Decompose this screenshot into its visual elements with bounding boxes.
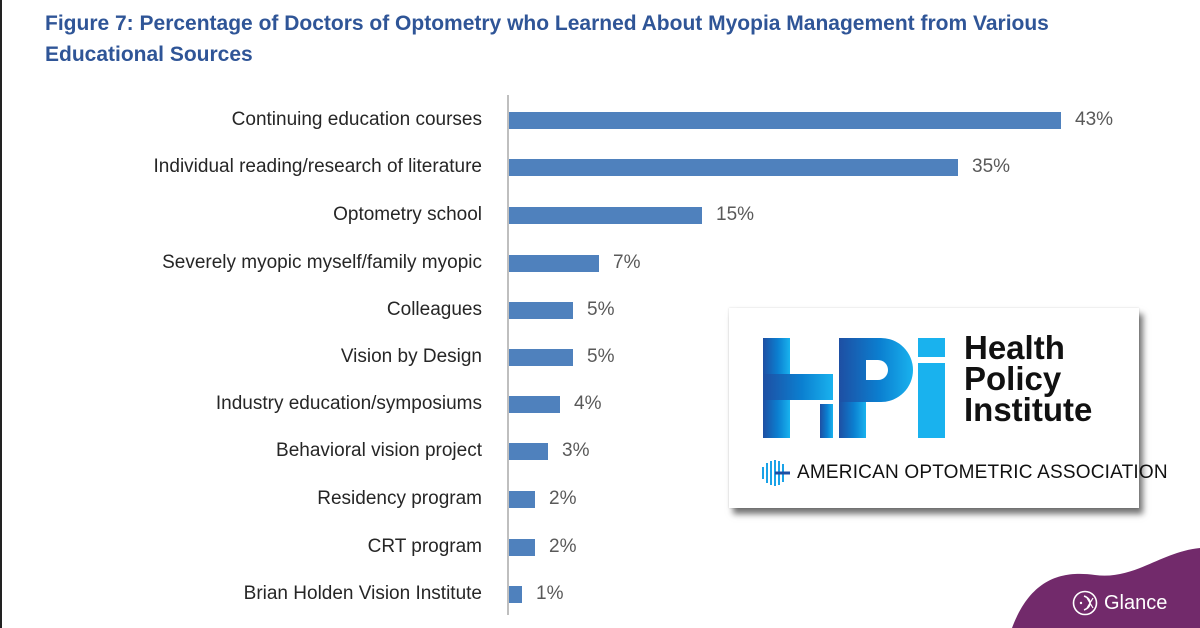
data-bar [509,302,573,319]
chart-row: Residency program 2% [0,484,1200,514]
glance-brand: Glance [1072,590,1167,616]
category-label: Continuing education courses [231,109,482,130]
data-bar [509,207,702,224]
chart-row: Optometry school 15% [0,200,1200,230]
hpi-logo-icon [763,338,945,438]
data-bar [509,491,535,508]
left-border [0,0,2,628]
hpi-name-line: Policy [964,360,1062,397]
hpi-name: Health Policy Institute [964,329,1093,428]
category-label: CRT program [367,536,482,557]
data-bar [509,586,522,603]
chart-row: Brian Holden Vision Institute 1% [0,579,1200,609]
category-label: Industry education/symposiums [215,393,482,414]
category-label: Severely myopic myself/family myopic [162,252,482,273]
aoa-brand: AMERICAN OPTOMETRIC ASSOCIATION [761,458,1168,488]
value-label: 5% [587,299,615,320]
glance-wave-shape [1012,548,1200,628]
value-label: 4% [574,393,602,414]
hpi-logo-card: Health Policy Institute AMERICAN OPTOMET… [729,308,1168,508]
chart-row: Individual reading/research of literatur… [0,152,1200,182]
data-bar [509,159,958,176]
value-label: 15% [716,204,755,225]
category-label: Residency program [317,488,482,509]
category-axis [507,95,509,615]
aoa-name: AMERICAN OPTOMETRIC ASSOCIATION [797,462,1168,483]
value-label: 35% [972,156,1011,177]
chart-row: Industry education/symposiums 4% [0,389,1200,419]
category-label: Optometry school [333,204,482,225]
glance-eye-icon [1072,590,1098,616]
chart-row: Behavioral vision project 3% [0,436,1200,466]
chart-row: Continuing education courses 43% [0,105,1200,135]
data-bar [509,396,560,413]
data-bar [509,349,573,366]
data-bar [509,539,535,556]
chart-row: CRT program 2% [0,532,1200,562]
bar-chart: Continuing education courses 43% Individua… [0,95,1200,620]
value-label: 3% [562,440,590,461]
value-label: 7% [613,252,641,273]
hpi-name-line: Institute [964,391,1093,428]
category-label: Behavioral vision project [276,440,482,461]
hpi-name-line: Health [964,329,1065,366]
aoa-eye-icon [762,460,790,486]
value-label: 43% [1075,109,1114,130]
value-label: 1% [536,583,564,604]
data-bar [509,112,1061,129]
data-bar [509,255,599,272]
chart-row: Colleagues 5% [0,295,1200,325]
category-label: Brian Holden Vision Institute [243,583,482,604]
category-label: Vision by Design [340,346,482,367]
category-label: Individual reading/research of literatur… [153,156,482,177]
figure-title: Figure 7: Percentage of Doctors of Optom… [45,12,1049,66]
chart-row: Vision by Design 5% [0,342,1200,372]
value-label: 2% [549,536,577,557]
chart-row: Severely myopic myself/family myopic 7% [0,248,1200,278]
category-label: Colleagues [386,299,482,320]
data-bar [509,443,548,460]
value-label: 5% [587,346,615,367]
glance-name: Glance [1104,591,1168,614]
value-label: 2% [549,488,577,509]
